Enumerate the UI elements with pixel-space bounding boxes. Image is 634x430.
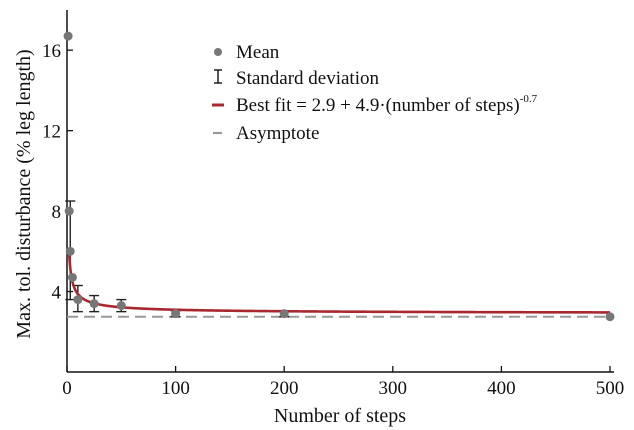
legend-fit-label: Best fit = 2.9 + 4.9·(number of steps)-0… bbox=[236, 93, 538, 116]
best-fit-curve bbox=[67, 252, 611, 314]
mean-point bbox=[63, 31, 73, 41]
axes: 0 100 200 300 400 500 4 8 12 16 bbox=[42, 10, 624, 399]
x-axis-label: Number of steps bbox=[274, 405, 406, 427]
x-tick-label: 400 bbox=[487, 378, 516, 399]
mean-point bbox=[64, 206, 74, 216]
mean-point bbox=[605, 312, 615, 322]
mean-point bbox=[279, 309, 289, 319]
legend: Mean Standard deviation Best fit = 2.9 + 4… bbox=[212, 42, 538, 144]
legend-fit-exponent: -0.7 bbox=[520, 93, 538, 105]
legend-sd-label: Standard deviation bbox=[236, 68, 379, 89]
mean-point bbox=[89, 299, 99, 309]
y-tick-label: 12 bbox=[42, 122, 61, 143]
x-tick-label: 200 bbox=[270, 378, 299, 399]
y-tick-label: 16 bbox=[42, 41, 61, 62]
mean-point bbox=[67, 272, 77, 282]
legend-fit-formula: Best fit = 2.9 + 4.9·(number of steps) bbox=[236, 95, 520, 116]
y-axis-label: Max. tol. disturbance (% leg length) bbox=[13, 49, 35, 338]
mean-point bbox=[65, 246, 75, 256]
mean-point bbox=[171, 309, 181, 319]
legend-sd-marker bbox=[214, 69, 222, 84]
mean-point bbox=[116, 301, 126, 311]
legend-asymptote-label: Asymptote bbox=[236, 123, 319, 144]
x-tick-label: 300 bbox=[379, 378, 408, 399]
legend-mean-label: Mean bbox=[236, 42, 280, 63]
y-tick-label: 8 bbox=[52, 202, 62, 223]
y-tick-label: 4 bbox=[52, 283, 62, 304]
mean-point bbox=[73, 295, 83, 305]
x-tick-label: 500 bbox=[596, 378, 625, 399]
legend-mean-marker bbox=[214, 48, 222, 56]
x-tick-label: 100 bbox=[161, 378, 190, 399]
plot-area bbox=[63, 31, 615, 322]
x-tick-label: 0 bbox=[62, 378, 72, 399]
